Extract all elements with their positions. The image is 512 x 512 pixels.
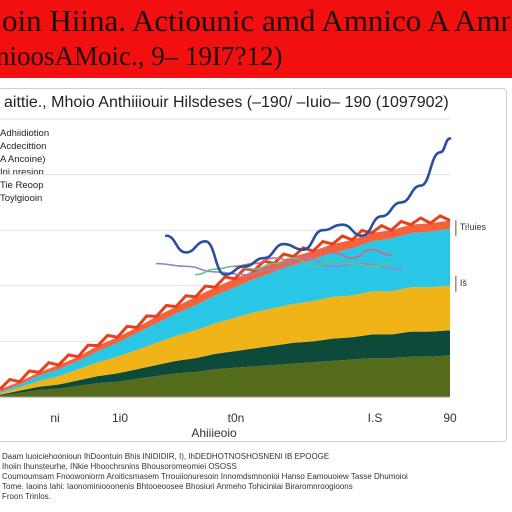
legend-item: Adhiidiotion <box>0 128 50 139</box>
legend-item: Ini nresion <box>0 167 44 178</box>
x-tick-label: 1i0 <box>112 411 128 425</box>
line-series <box>233 248 393 268</box>
area-series <box>0 355 450 397</box>
x-tick-label: I.S <box>368 411 383 425</box>
crest-line <box>0 214 451 391</box>
x-tick-label: 90 <box>443 411 457 425</box>
chart-plot: ni 1i0 t0n I.S 90 Ahiiieoio Ti!uies Iš <box>0 118 487 440</box>
chart-legend: Adhiidiotion Acdecittion A Ancoine) Ini … <box>0 127 70 205</box>
x-tick-label: ni <box>50 411 59 425</box>
chart-title: aittie., Mhoio Anthiiiouir Hilsdeses (–1… <box>4 94 449 111</box>
footer-line: Coumoumsam Fnoowoniorm Aroiticsmasem Trr… <box>2 472 408 481</box>
legend-item: Acdecittion <box>0 141 47 152</box>
area-series <box>0 330 450 396</box>
area-series <box>0 228 450 394</box>
footer-notes: Daam Iuoiciehoonioun IhDoontuin Bhis INI… <box>2 452 510 502</box>
line-series <box>194 257 393 276</box>
banner-subtitle: nioosAMoic., 9– 19I7?12) <box>0 41 283 71</box>
footer-line: Daam Iuoiciehoonioun IhDoontuin Bhis INI… <box>2 452 330 461</box>
banner-title: oin Hiina. Actiounic amd Amnico A Amniol… <box>2 4 510 38</box>
header-banner: oin Hiina. Actiounic amd Amnico A Amniol… <box>0 0 512 78</box>
annotation-label: Iš <box>460 278 468 288</box>
area-series <box>0 285 450 395</box>
line-series <box>165 137 452 276</box>
x-axis-label: Ahiiieoio <box>191 426 237 440</box>
x-tick-label: t0n <box>228 411 245 425</box>
footer-line: Ihoiin Ihunsteurhe, INkie Hhoochrsnins B… <box>2 462 237 471</box>
chart-panel: aittie., Mhoio Anthiiiouir Hilsdeses (–1… <box>0 88 507 442</box>
footer-line: Tome. Iaoins Iahi: Iaonominiooonenis Bht… <box>2 482 353 491</box>
legend-item: A Ancoine) <box>0 154 46 165</box>
legend-item: Toylgiooin <box>0 193 43 204</box>
legend-item: Tie Reoop <box>0 180 44 191</box>
footer-line: Froon Trinlos. <box>2 492 51 501</box>
annotation-label: Ti!uies <box>460 222 487 232</box>
